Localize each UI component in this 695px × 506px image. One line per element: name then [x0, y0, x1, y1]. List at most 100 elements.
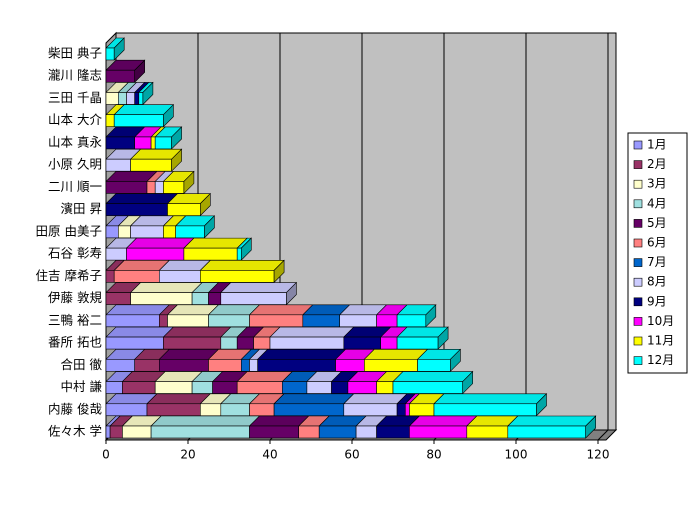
bar	[396, 314, 427, 328]
bar	[105, 47, 115, 61]
category-label: 二川 順一	[48, 179, 102, 194]
bar	[273, 403, 345, 417]
category-label: 三鴨 裕二	[48, 312, 102, 327]
legend-swatch	[633, 140, 643, 150]
legend-label: 9月	[647, 294, 667, 308]
bar	[175, 225, 205, 239]
bar	[130, 225, 164, 239]
bar	[253, 336, 271, 350]
bar	[220, 292, 287, 305]
bar	[241, 358, 250, 372]
bar-side	[425, 304, 437, 328]
legend-label: 3月	[647, 177, 667, 191]
bar-top	[105, 193, 179, 204]
x-tick-label: 80	[426, 448, 441, 462]
bar-top	[273, 393, 355, 405]
bar	[380, 336, 398, 350]
bar-side	[163, 103, 174, 128]
x-tick-label: 60	[344, 448, 359, 462]
category-label: 石谷 彰寿	[48, 246, 102, 261]
bar	[122, 381, 156, 394]
bar	[200, 270, 275, 283]
bar	[105, 114, 115, 128]
bar-top	[105, 326, 175, 338]
x-tick-label: 0	[102, 448, 110, 462]
bar	[134, 92, 140, 105]
grid-line	[597, 33, 609, 441]
legend-swatch	[633, 238, 643, 248]
bar	[159, 314, 168, 328]
bar	[113, 114, 164, 128]
bar	[105, 403, 148, 417]
legend-swatch	[633, 179, 643, 189]
bar	[396, 336, 439, 350]
bar	[343, 336, 381, 350]
bar	[212, 381, 238, 394]
bar	[236, 381, 283, 394]
legend-swatch	[633, 258, 643, 267]
bar-side	[183, 170, 195, 195]
bar	[249, 314, 304, 328]
category-label: 田原 由美子	[36, 223, 102, 238]
legend-box	[627, 132, 688, 374]
bar	[138, 92, 144, 105]
bar	[220, 403, 250, 417]
bar	[347, 381, 377, 394]
bar	[318, 425, 357, 439]
x-tick-label: 20	[180, 448, 195, 462]
x-tick-label: 120	[587, 448, 610, 462]
bar	[113, 270, 160, 283]
bar	[396, 403, 406, 417]
category-label: 柴田 典子	[48, 46, 102, 61]
bar	[154, 381, 193, 394]
bar	[134, 358, 160, 372]
legend-label: 5月	[647, 216, 667, 230]
bar-side	[536, 393, 547, 417]
bar-side	[286, 281, 297, 306]
legend-swatch	[633, 356, 643, 365]
bar-top	[129, 282, 203, 293]
category-label: 内藤 俊哉	[48, 401, 102, 416]
bar	[257, 358, 336, 372]
bar	[249, 358, 258, 372]
bar	[404, 403, 410, 417]
bar	[339, 314, 377, 328]
bar	[105, 247, 127, 261]
bar-top	[105, 304, 171, 316]
legend-swatch	[633, 160, 643, 169]
category-label: 番所 拓也	[48, 335, 102, 350]
bar-top	[183, 237, 248, 249]
category-label: 山本 真永	[48, 134, 102, 149]
bar-side	[273, 259, 285, 284]
bar-side	[171, 126, 182, 150]
category-label: 瀧川 隆志	[48, 68, 102, 83]
legend-label: 2月	[647, 157, 667, 171]
bar-top	[392, 371, 474, 382]
bar	[105, 381, 123, 394]
bar	[200, 403, 222, 417]
bar-top	[507, 415, 597, 427]
bar	[105, 314, 160, 328]
bar	[392, 381, 463, 394]
legend-label: 12月	[647, 353, 674, 367]
legend-label: 10月	[647, 314, 674, 328]
category-label: 合田 徹	[61, 357, 103, 372]
category-label: 濱田 昇	[61, 201, 102, 216]
legend-label: 7月	[647, 255, 667, 269]
bar-side	[200, 192, 211, 217]
bar-side	[134, 59, 145, 83]
legend-label: 4月	[647, 196, 667, 210]
category-label: 佐々木 学	[48, 424, 102, 439]
bar	[331, 381, 349, 394]
bar	[105, 203, 168, 216]
bar	[134, 136, 152, 150]
bar	[220, 336, 238, 350]
bar	[376, 381, 394, 394]
bar	[126, 247, 185, 261]
bar	[208, 314, 250, 328]
bar	[150, 136, 156, 150]
bar	[105, 292, 131, 305]
category-label: 住吉 摩希子	[36, 268, 102, 283]
legend-swatch	[633, 336, 643, 346]
